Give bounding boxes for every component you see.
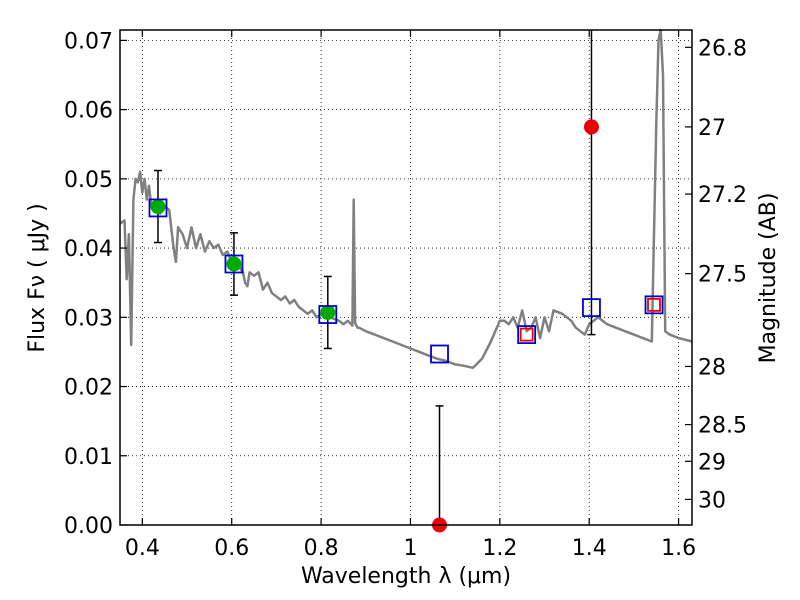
- right-tick-label: 27.5: [698, 263, 747, 288]
- right-tick-label: 27.2: [698, 183, 747, 208]
- model-point: [148, 198, 168, 218]
- model-point: [517, 325, 537, 345]
- y-tick-label: 0.03: [64, 306, 113, 331]
- y-tick-label: 0.04: [64, 237, 113, 262]
- x-axis-label: Wavelength λ (μm): [301, 564, 511, 589]
- model-point: [318, 305, 338, 324]
- y-tick-label: 0.00: [64, 514, 113, 539]
- observed-point: [226, 256, 242, 272]
- x-tick-label: 1.6: [661, 536, 696, 561]
- x-tick-label: 0.6: [214, 536, 249, 561]
- y-tick-label: 0.06: [64, 99, 113, 124]
- x-tick-label: 0.4: [125, 536, 160, 561]
- y-tick-label: 0.02: [64, 376, 113, 401]
- model-point: [644, 295, 664, 315]
- plot-frame: [119, 29, 693, 526]
- y-tick-label: 0.01: [64, 445, 113, 470]
- series-layer: [119, 28, 693, 533]
- right-tick-label: 29: [698, 450, 726, 475]
- model-point: [224, 254, 244, 274]
- x-tick-label: 0.8: [304, 536, 339, 561]
- red-detection-point: [583, 119, 599, 135]
- y-axis-label: Flux Fν ( μJy ): [25, 203, 50, 352]
- model-point: [582, 298, 601, 318]
- model-point: [430, 344, 449, 364]
- right-tick-label: 28.5: [698, 414, 747, 439]
- model-spectrum-line: [119, 28, 693, 370]
- y-tick-label: 0.05: [64, 168, 113, 193]
- x-tick-label: 1: [403, 536, 417, 561]
- observed-point: [320, 304, 336, 320]
- grid-layer: [120, 30, 692, 526]
- y-axis-label-right: Magnitude (AB): [756, 193, 781, 364]
- upper-limit-point: [519, 327, 534, 342]
- y-tick-label: 0.07: [64, 29, 113, 54]
- right-tick-label: 30: [698, 488, 726, 513]
- right-tick-label: 28: [698, 355, 726, 380]
- right-tick-label: 27: [698, 116, 726, 141]
- x-tick-label: 1.4: [572, 536, 607, 561]
- tick-layer: 0.4 0.6 0.8 1 1.2 1.4 1.6 0.00 0.01 0.02 0.03 0.04 0…: [64, 29, 747, 561]
- x-tick-label: 1.2: [482, 536, 517, 561]
- observed-point: [150, 199, 166, 215]
- right-tick-label: 26.8: [698, 36, 747, 61]
- upper-limit-point: [647, 297, 661, 312]
